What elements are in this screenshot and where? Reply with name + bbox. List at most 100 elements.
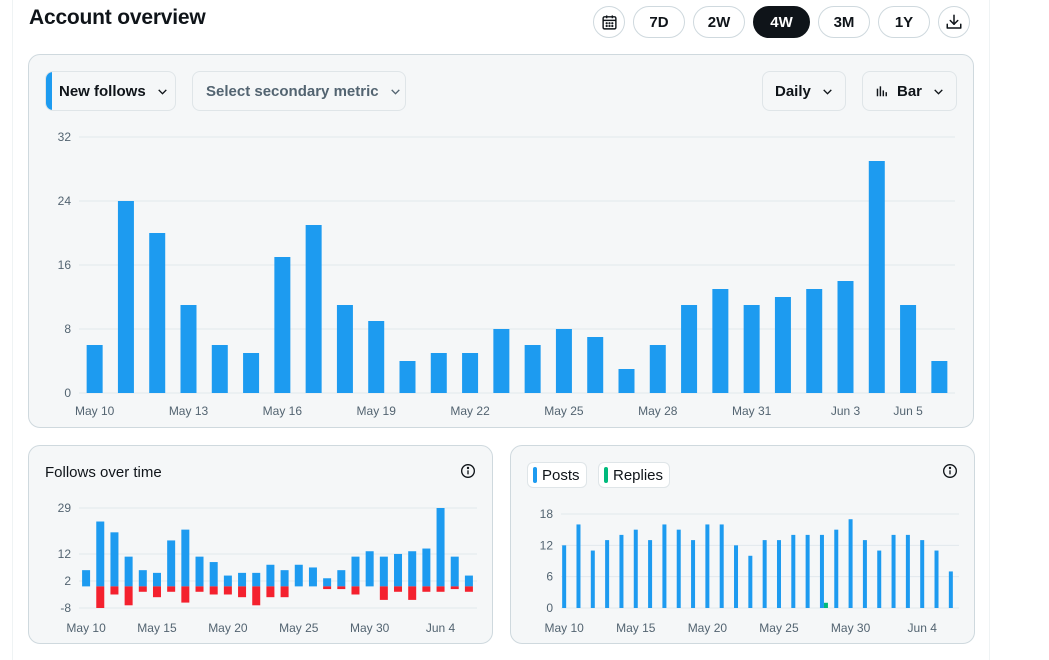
bar bbox=[209, 562, 218, 587]
bar bbox=[124, 556, 133, 587]
follows-over-time-chart: -8 2 12 29 May 10 May 15 May 20 May 25 May 30 Jun… bbox=[58, 501, 477, 635]
bar bbox=[336, 305, 353, 393]
range-3m-button[interactable]: 3M bbox=[818, 6, 870, 38]
bar bbox=[337, 570, 346, 587]
download-icon bbox=[946, 14, 962, 29]
bar bbox=[524, 345, 541, 393]
info-icon[interactable] bbox=[460, 463, 476, 479]
bar bbox=[464, 575, 473, 587]
interval-dropdown[interactable]: Daily bbox=[762, 71, 846, 111]
bar bbox=[211, 345, 228, 393]
primary-metric-dropdown[interactable]: New follows bbox=[45, 71, 176, 111]
bar bbox=[152, 572, 161, 587]
bar bbox=[450, 556, 459, 587]
y-tick-label: 6 bbox=[546, 570, 553, 584]
bar bbox=[238, 572, 247, 587]
y-tick-label: 12 bbox=[540, 538, 554, 552]
chevron-down-icon bbox=[821, 85, 834, 98]
legend-posts[interactable]: Posts bbox=[527, 462, 587, 488]
interval-label: Daily bbox=[775, 82, 811, 100]
bar bbox=[408, 551, 417, 587]
calendar-icon bbox=[601, 14, 617, 30]
x-tick-label: May 30 bbox=[831, 621, 871, 635]
bar bbox=[633, 529, 638, 608]
bar bbox=[368, 321, 385, 393]
bar bbox=[274, 257, 291, 393]
bar bbox=[587, 337, 604, 393]
download-button[interactable] bbox=[938, 6, 970, 38]
x-tick-label: May 25 bbox=[279, 621, 319, 635]
new-follows-chart: 0 8 16 24 32 May 10 May 13 May 16 May 19 May 22 Ma… bbox=[58, 130, 955, 418]
bar bbox=[576, 524, 581, 608]
bar bbox=[252, 572, 261, 587]
bar bbox=[138, 570, 147, 587]
page-left-divider bbox=[12, 0, 13, 660]
x-tick-label: Jun 4 bbox=[908, 621, 938, 635]
range-2w-button[interactable]: 2W bbox=[693, 6, 745, 38]
bar bbox=[117, 201, 134, 393]
bar bbox=[891, 534, 896, 608]
bar bbox=[649, 345, 666, 393]
bar bbox=[436, 586, 445, 592]
bar bbox=[223, 586, 232, 595]
bar bbox=[823, 602, 828, 608]
legend-replies[interactable]: Replies bbox=[598, 462, 671, 488]
legend-swatch bbox=[533, 467, 537, 483]
bar bbox=[96, 586, 105, 608]
bar bbox=[243, 353, 260, 393]
primary-metric-color-swatch bbox=[46, 72, 52, 110]
bar bbox=[493, 329, 510, 393]
panel-title: Follows over time bbox=[45, 464, 162, 481]
y-tick-label: -8 bbox=[60, 601, 71, 615]
page-right-divider bbox=[989, 0, 990, 660]
bar bbox=[195, 556, 204, 587]
bar bbox=[862, 540, 867, 608]
x-tick-label: May 31 bbox=[732, 404, 772, 418]
follows-over-time-panel: Follows over time -8 2 12 29 May 10 May 15 May… bbox=[28, 445, 493, 644]
x-tick-label: May 15 bbox=[137, 621, 177, 635]
secondary-metric-dropdown[interactable]: Select secondary metric bbox=[192, 71, 406, 111]
x-tick-label: Jun 4 bbox=[426, 621, 456, 635]
x-tick-label: May 25 bbox=[759, 621, 799, 635]
chart-type-dropdown[interactable]: Bar bbox=[862, 71, 957, 111]
x-tick-label: May 15 bbox=[616, 621, 656, 635]
calendar-button[interactable] bbox=[593, 6, 625, 38]
range-1y-button[interactable]: 1Y bbox=[878, 6, 930, 38]
chevron-down-icon bbox=[389, 85, 402, 98]
bar bbox=[805, 534, 810, 608]
x-tick-label: May 28 bbox=[638, 404, 678, 418]
range-7d-button[interactable]: 7D bbox=[633, 6, 685, 38]
bar bbox=[379, 556, 388, 587]
bar bbox=[305, 225, 322, 393]
page-title: Account overview bbox=[29, 6, 206, 29]
bar bbox=[748, 555, 753, 608]
primary-metric-label: New follows bbox=[59, 82, 146, 100]
bar bbox=[905, 534, 910, 608]
bar bbox=[931, 361, 948, 393]
bar bbox=[252, 586, 261, 606]
chevron-down-icon bbox=[156, 85, 169, 98]
bar bbox=[351, 586, 360, 595]
bar bbox=[462, 353, 479, 393]
x-tick-label: May 20 bbox=[208, 621, 248, 635]
bar bbox=[934, 550, 939, 608]
bar bbox=[868, 161, 885, 393]
bar bbox=[450, 586, 459, 590]
x-tick-label: May 10 bbox=[66, 621, 106, 635]
x-tick-label: May 10 bbox=[544, 621, 584, 635]
bar bbox=[676, 529, 681, 608]
bar bbox=[806, 289, 823, 393]
bar bbox=[719, 524, 724, 608]
bar bbox=[96, 521, 105, 587]
bar bbox=[86, 345, 103, 393]
bar-chart-icon bbox=[875, 84, 889, 98]
bar bbox=[394, 586, 403, 592]
y-tick-label: 12 bbox=[58, 547, 72, 561]
bar bbox=[110, 586, 119, 595]
info-icon[interactable] bbox=[942, 463, 958, 479]
legend-swatch bbox=[604, 467, 608, 483]
range-4w-button[interactable]: 4W bbox=[753, 6, 810, 38]
date-range-selector: 7D 2W 4W 3M 1Y bbox=[593, 6, 970, 38]
bar bbox=[618, 369, 635, 393]
bar bbox=[323, 586, 332, 590]
